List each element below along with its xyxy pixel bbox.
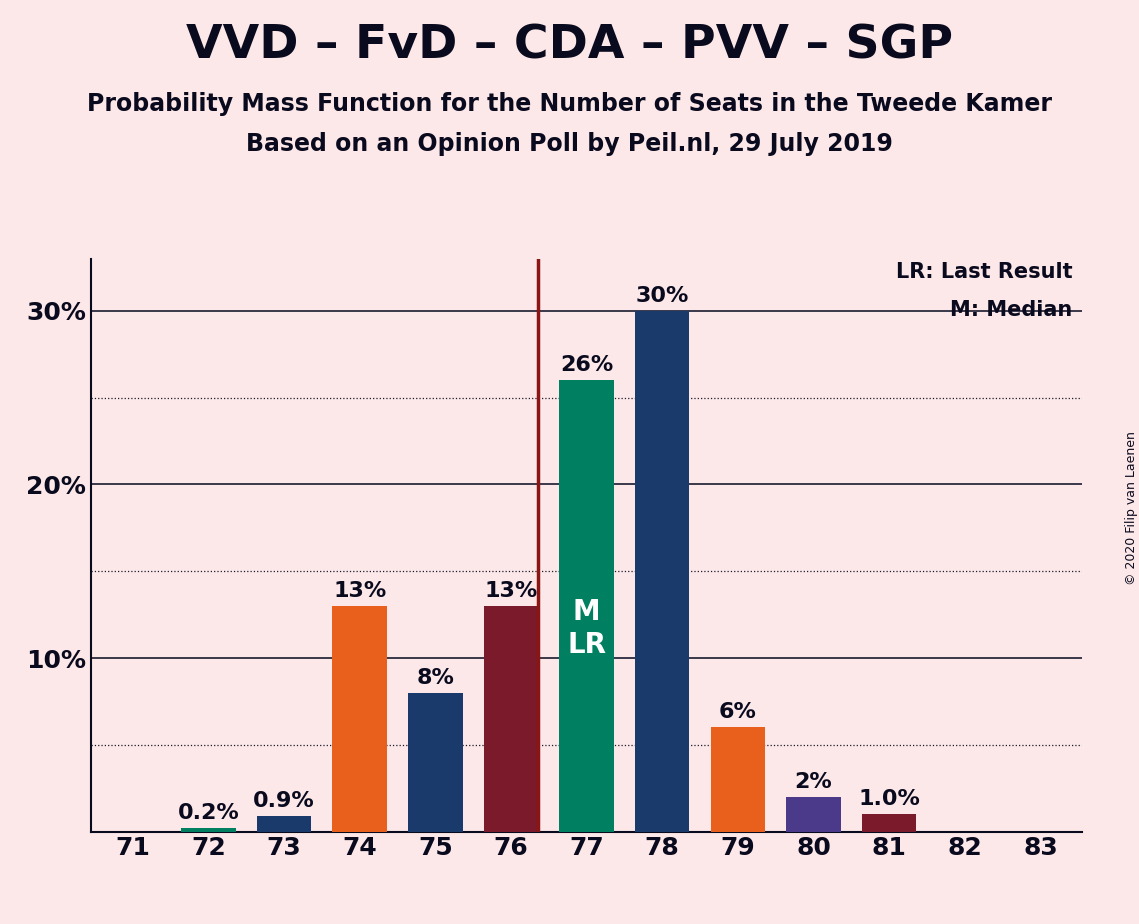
- Text: Probability Mass Function for the Number of Seats in the Tweede Kamer: Probability Mass Function for the Number…: [87, 92, 1052, 116]
- Text: 0.9%: 0.9%: [253, 791, 314, 810]
- Text: 13%: 13%: [333, 580, 386, 601]
- Bar: [484, 606, 538, 832]
- Text: 6%: 6%: [719, 702, 756, 723]
- Text: 13%: 13%: [484, 580, 538, 601]
- Bar: [559, 381, 614, 832]
- Bar: [636, 310, 689, 832]
- Text: 0.2%: 0.2%: [178, 803, 239, 823]
- Text: LR: Last Result: LR: Last Result: [895, 261, 1072, 282]
- Text: M: Median: M: Median: [950, 300, 1072, 320]
- Text: 26%: 26%: [560, 355, 613, 375]
- Bar: [333, 606, 387, 832]
- Text: VVD – FvD – CDA – PVV – SGP: VVD – FvD – CDA – PVV – SGP: [186, 23, 953, 68]
- Bar: [181, 828, 236, 832]
- Bar: [786, 796, 841, 832]
- Text: 30%: 30%: [636, 286, 689, 306]
- Text: Based on an Opinion Poll by Peil.nl, 29 July 2019: Based on an Opinion Poll by Peil.nl, 29 …: [246, 132, 893, 156]
- Text: 8%: 8%: [417, 667, 454, 687]
- Text: 2%: 2%: [795, 772, 833, 792]
- Bar: [862, 814, 917, 832]
- Text: M
LR: M LR: [567, 598, 606, 659]
- Bar: [256, 816, 311, 832]
- Text: 1.0%: 1.0%: [858, 789, 920, 809]
- Bar: [408, 693, 462, 832]
- Bar: [711, 727, 765, 832]
- Text: © 2020 Filip van Laenen: © 2020 Filip van Laenen: [1124, 432, 1138, 585]
